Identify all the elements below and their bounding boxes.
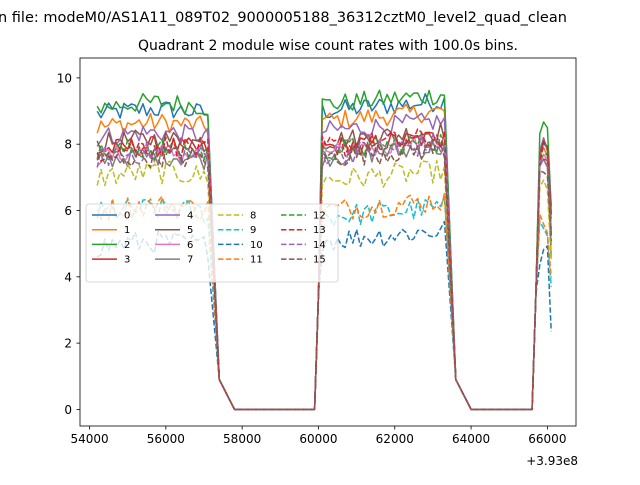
x-tick-label: 60000 — [299, 432, 337, 446]
series-line-12 — [96, 132, 552, 411]
legend-label-10: 10 — [250, 240, 263, 251]
y-tick-label: 2 — [64, 337, 72, 351]
series-line-14 — [96, 134, 552, 411]
series-line-9 — [96, 195, 552, 411]
series-line-0 — [96, 93, 552, 411]
legend-label-2: 2 — [124, 240, 130, 251]
legend-label-8: 8 — [250, 211, 256, 222]
legend-label-3: 3 — [124, 255, 130, 266]
figure-suptitle: n file: modeM0/AS1A11_089T02_9000005188_… — [0, 10, 567, 26]
x-tick-label: 56000 — [147, 432, 185, 446]
axes-frame — [79, 57, 577, 427]
x-tick-label: 66000 — [528, 432, 566, 446]
chart-title: Quadrant 2 module wise count rates with … — [138, 38, 518, 54]
legend-label-0: 0 — [124, 211, 130, 222]
x-tick-label: 54000 — [70, 432, 108, 446]
legend-label-12: 12 — [313, 211, 326, 222]
x-tick-label: 58000 — [223, 432, 261, 446]
y-tick-label: 4 — [64, 270, 72, 284]
series-line-5 — [96, 122, 552, 411]
series-line-15 — [96, 139, 552, 411]
y-tick-label: 0 — [64, 403, 72, 417]
x-tick-label: 62000 — [376, 432, 414, 446]
legend-label-9: 9 — [250, 225, 256, 236]
legend-label-4: 4 — [187, 211, 193, 222]
legend-box — [85, 203, 339, 283]
series-line-1 — [96, 103, 552, 411]
legend-label-13: 13 — [313, 225, 326, 236]
y-tick-label: 8 — [64, 138, 72, 152]
legend-label-5: 5 — [187, 225, 193, 236]
legend-label-11: 11 — [250, 255, 263, 266]
series-line-8 — [96, 159, 552, 411]
legend-label-1: 1 — [124, 225, 130, 236]
x-tick-label: 64000 — [452, 432, 490, 446]
legend-label-6: 6 — [187, 240, 193, 251]
series-line-3 — [96, 131, 552, 411]
legend-label-14: 14 — [313, 240, 326, 251]
x-offset-label: +3.93e8 — [526, 454, 578, 468]
y-tick-label: 10 — [57, 71, 72, 85]
legend-label-15: 15 — [313, 255, 326, 266]
series-line-2 — [96, 89, 552, 411]
axes: 54000 56000 58000 60000 62000 64000 66000 +3.93… — [57, 57, 578, 468]
legend-label-7: 7 — [187, 255, 193, 266]
series-line-4 — [96, 112, 552, 411]
y-tick-label: 6 — [64, 204, 72, 218]
